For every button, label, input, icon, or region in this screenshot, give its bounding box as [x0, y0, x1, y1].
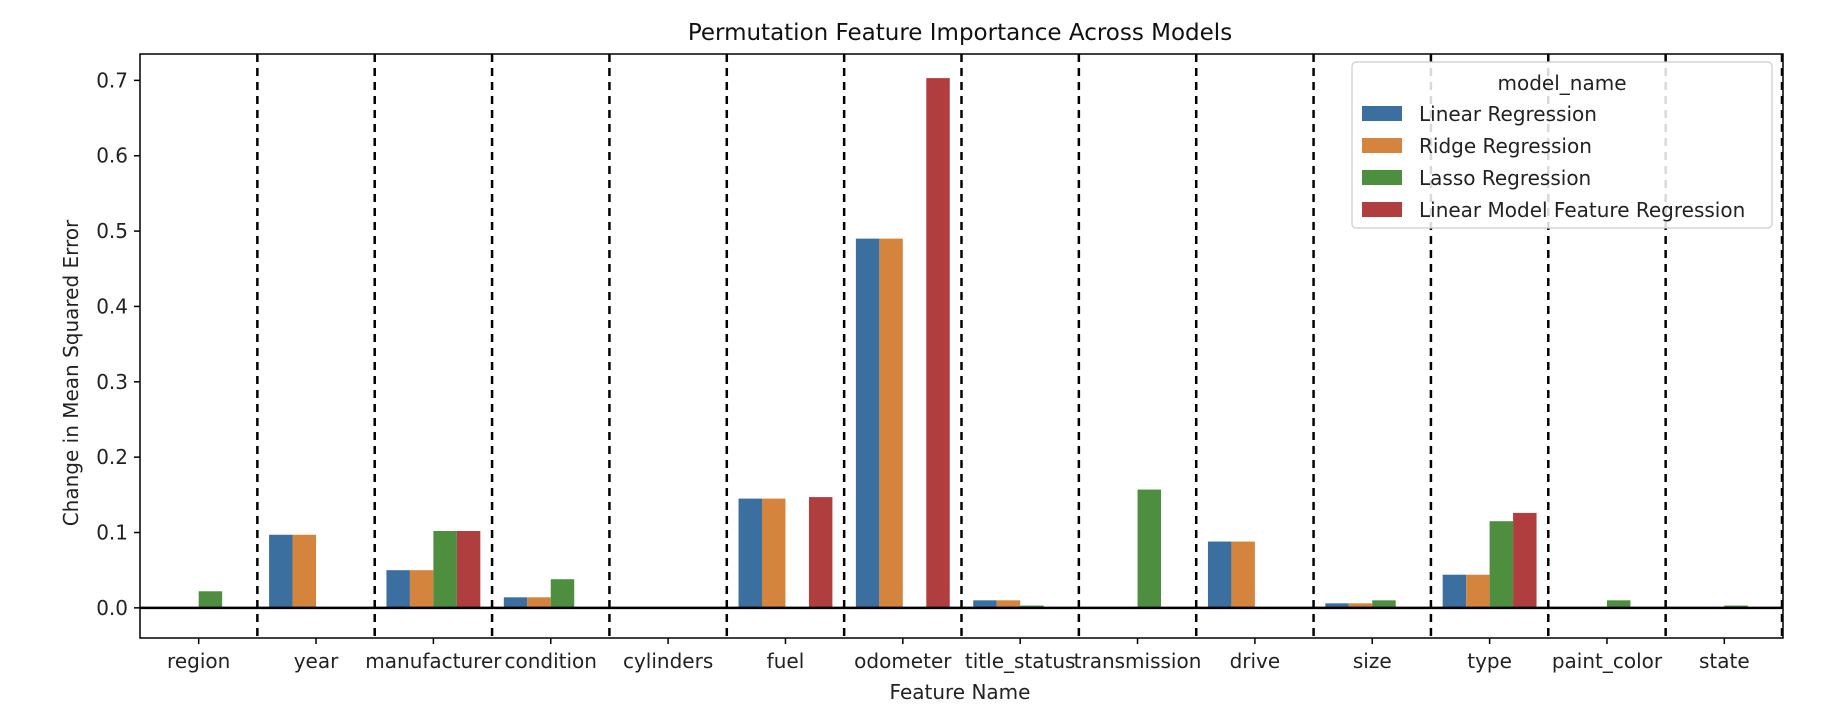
legend-swatch — [1362, 106, 1402, 121]
x-tick-label: state — [1699, 649, 1750, 673]
plot-frame — [139, 53, 1784, 639]
bar-paint_color-2 — [1606, 600, 1631, 608]
bar-title_status-1 — [996, 600, 1021, 608]
y-axis-title: Change in Mean Squared Error — [59, 219, 83, 526]
y-tick-label: 0.5 — [96, 219, 128, 243]
legend-label: Lasso Regression — [1419, 166, 1591, 190]
bar-manufacturer-0 — [386, 570, 410, 608]
legend-swatch — [1362, 202, 1402, 217]
bar-size-1 — [1348, 603, 1373, 608]
bar-type-3 — [1513, 512, 1537, 608]
legend-swatch — [1362, 138, 1402, 153]
legend-label: Linear Regression — [1419, 102, 1597, 126]
y-tick-label: 0.2 — [96, 445, 128, 469]
x-tick-label: year — [294, 649, 339, 673]
x-tick-label: type — [1467, 649, 1512, 673]
x-tick-label: transmission — [1074, 649, 1202, 673]
x-axis-title: Feature Name — [890, 680, 1031, 704]
bar-transmission-2 — [1137, 489, 1162, 608]
bar-condition-0 — [503, 597, 528, 608]
bar-type-1 — [1466, 574, 1490, 608]
y-tick-label: 0.7 — [96, 68, 128, 92]
y-tick-label: 0.4 — [96, 294, 128, 318]
x-tick-label: odometer — [854, 649, 952, 673]
chart-title: Permutation Feature Importance Across Mo… — [688, 20, 1232, 46]
x-tick-label: paint_color — [1552, 649, 1663, 673]
bar-odometer-3 — [926, 78, 950, 608]
bar-type-0 — [1442, 574, 1467, 608]
legend-title: model_name — [1498, 71, 1627, 95]
y-tick-label: 0.3 — [96, 370, 128, 394]
x-tick-label: region — [167, 649, 230, 673]
bar-odometer-0 — [855, 238, 880, 608]
x-tick-label: title_status — [965, 649, 1076, 673]
bar-odometer-1 — [879, 238, 903, 608]
x-tick-label: drive — [1230, 649, 1281, 673]
bar-manufacturer-2 — [433, 531, 457, 608]
plot-area: 0.0 0.1 0.2 0.3 0.4 0.5 0.6 0.7 region year manufa… — [96, 53, 1784, 673]
legend-label: Linear Model Feature Regression — [1419, 198, 1745, 222]
bar-type-2 — [1489, 521, 1514, 608]
y-tick-label: 0.1 — [96, 521, 128, 545]
legend-box — [1351, 61, 1773, 229]
bar-region-2 — [198, 591, 223, 608]
bar-year-0 — [269, 534, 293, 608]
x-tick-label: condition — [505, 649, 597, 673]
y-tick-label: 0.0 — [96, 596, 128, 620]
bar-size-0 — [1325, 603, 1349, 608]
x-tick-label: size — [1353, 649, 1392, 673]
y-tick-label: 0.6 — [96, 144, 128, 168]
bar-condition-2 — [550, 579, 575, 608]
bar-fuel-0 — [738, 498, 762, 608]
bar-year-1 — [292, 534, 317, 608]
legend-label: Ridge Regression — [1419, 134, 1592, 158]
x-tick-label: manufacturer — [365, 649, 502, 673]
legend: model_name Linear Regression Ridge Regress… — [1351, 61, 1773, 229]
legend-swatch — [1362, 170, 1402, 185]
bar-size-2 — [1372, 600, 1396, 608]
bar-manufacturer-1 — [409, 570, 434, 608]
bar-drive-0 — [1207, 541, 1232, 608]
x-tick-label: fuel — [767, 649, 805, 673]
x-tick-label: cylinders — [623, 649, 713, 673]
bar-fuel-1 — [761, 498, 786, 608]
bar-condition-1 — [527, 597, 551, 608]
bar-title_status-0 — [973, 600, 997, 608]
bar-manufacturer-3 — [456, 531, 481, 608]
bar-drive-1 — [1231, 541, 1255, 608]
bar-fuel-3 — [808, 497, 833, 608]
